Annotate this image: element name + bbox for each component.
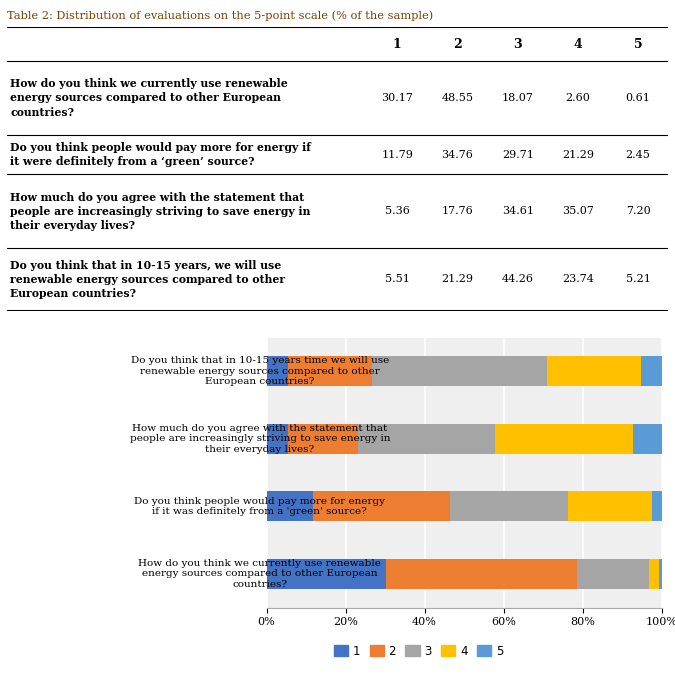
Text: How do you think we currently use renewable
energy sources compared to other Eur: How do you think we currently use renewa… — [138, 559, 381, 589]
Text: 2.60: 2.60 — [566, 93, 591, 103]
Text: 18.07: 18.07 — [502, 93, 534, 103]
Legend: 1, 2, 3, 4, 5: 1, 2, 3, 4, 5 — [329, 640, 508, 662]
Bar — [267, 559, 385, 589]
Text: 21.29: 21.29 — [441, 274, 474, 284]
Text: 0.61: 0.61 — [626, 93, 651, 103]
Text: 34.76: 34.76 — [441, 150, 473, 159]
Text: How much do you agree with the statement that
people are increasingly striving t: How much do you agree with the statement… — [130, 424, 390, 454]
Text: 5.36: 5.36 — [385, 207, 410, 216]
Bar — [641, 356, 662, 386]
Text: 7.20: 7.20 — [626, 207, 651, 216]
Text: 5.51: 5.51 — [385, 274, 410, 284]
Text: 4: 4 — [574, 38, 583, 51]
Text: 17.76: 17.76 — [441, 207, 473, 216]
Text: 35.07: 35.07 — [562, 207, 594, 216]
Text: 34.61: 34.61 — [502, 207, 534, 216]
Text: 11.79: 11.79 — [381, 150, 413, 159]
Bar — [495, 424, 633, 454]
Bar — [313, 491, 450, 521]
Text: 44.26: 44.26 — [502, 274, 534, 284]
Bar — [633, 424, 662, 454]
Bar — [659, 559, 662, 589]
Bar — [568, 491, 652, 521]
Text: 3: 3 — [514, 38, 522, 51]
Text: Do you think that in 10-15 years time we will use
renewable energy sources compa: Do you think that in 10-15 years time we… — [131, 356, 389, 386]
Text: Do you think people would pay more for energy
if it was definitely from a 'green: Do you think people would pay more for e… — [134, 497, 385, 516]
Text: Table 2: Distribution of evaluations on the 5-point scale (% of the sample): Table 2: Distribution of evaluations on … — [7, 10, 433, 21]
Bar — [267, 356, 288, 386]
Bar — [652, 491, 662, 521]
Text: How do you think we currently use renewable
energy sources compared to other Eur: How do you think we currently use renewa… — [10, 78, 288, 117]
Text: 30.17: 30.17 — [381, 93, 413, 103]
Bar — [267, 424, 288, 454]
Bar — [547, 356, 641, 386]
Bar — [288, 424, 358, 454]
Text: 48.55: 48.55 — [441, 93, 474, 103]
Text: 29.71: 29.71 — [502, 150, 534, 159]
Bar — [385, 559, 578, 589]
Text: Do you think people would pay more for energy if
it were definitely from a ‘gree: Do you think people would pay more for e… — [10, 142, 311, 167]
Text: 5.21: 5.21 — [626, 274, 651, 284]
Text: How much do you agree with the statement that
people are increasingly striving t: How much do you agree with the statement… — [10, 192, 310, 231]
Text: 1: 1 — [393, 38, 402, 51]
Bar — [267, 491, 313, 521]
Bar — [288, 356, 373, 386]
Bar — [578, 559, 649, 589]
Bar — [373, 356, 547, 386]
Text: 23.74: 23.74 — [562, 274, 594, 284]
Bar — [450, 491, 568, 521]
Text: 21.29: 21.29 — [562, 150, 594, 159]
Text: 5: 5 — [634, 38, 643, 51]
Text: 2: 2 — [453, 38, 462, 51]
Text: 2.45: 2.45 — [626, 150, 651, 159]
Bar — [358, 424, 495, 454]
Text: Do you think that in 10-15 years, we will use
renewable energy sources compared : Do you think that in 10-15 years, we wil… — [10, 260, 285, 299]
Bar — [649, 559, 659, 589]
